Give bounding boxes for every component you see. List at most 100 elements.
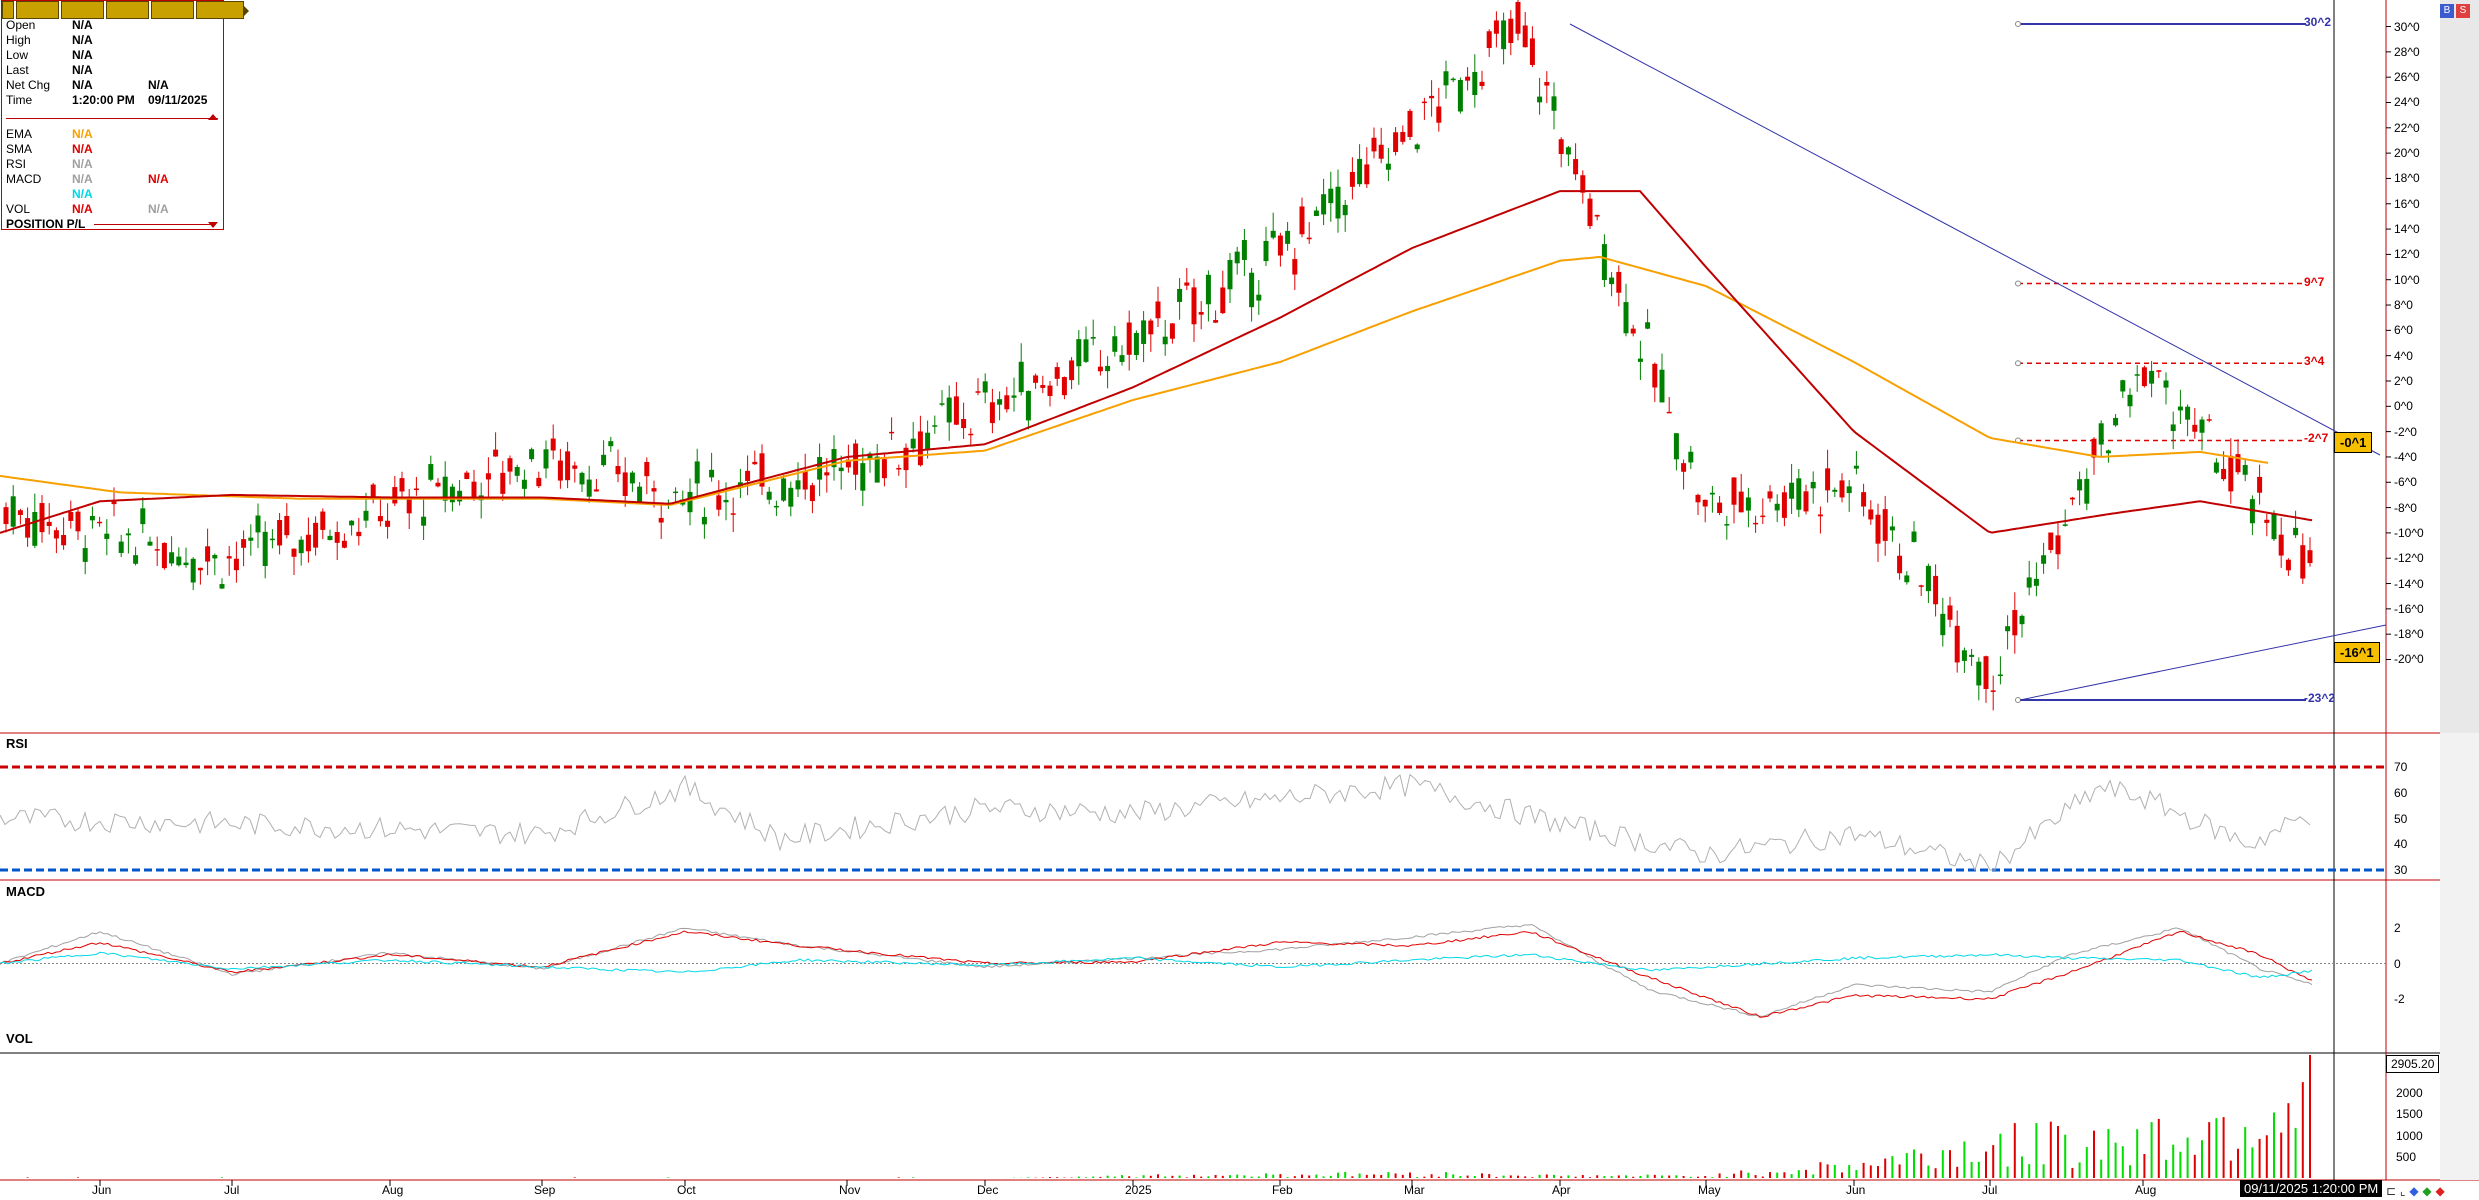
volume-bar — [1891, 1156, 1894, 1178]
candle-body — [608, 441, 614, 447]
volume-bar — [1725, 1176, 1728, 1178]
candle-body — [860, 463, 866, 491]
candle-body — [1076, 339, 1082, 367]
volume-bar — [1409, 1172, 1411, 1178]
candle-body — [385, 520, 391, 527]
toolbar-tab[interactable] — [106, 1, 149, 19]
volume-bar — [1488, 1174, 1491, 1178]
volume-bar — [1661, 1175, 1663, 1178]
volume-bar — [1502, 1175, 1505, 1178]
candle-body — [1227, 259, 1233, 290]
candle-body — [133, 555, 139, 564]
candle-body — [845, 459, 851, 468]
bottom-toolbar[interactable]: ⊏ ⌞ ◆ ◆ ◆ — [2386, 1184, 2445, 1198]
quote-row-label: Low — [6, 48, 29, 62]
candle-body — [2206, 419, 2212, 421]
candle-body — [1313, 210, 1319, 216]
quote-row-label: High — [6, 33, 31, 47]
candle-body — [2105, 450, 2111, 454]
candle-body — [968, 433, 974, 436]
candle-body — [896, 468, 902, 470]
candle-body — [1105, 365, 1111, 372]
diamond-green-icon[interactable]: ◆ — [2422, 1184, 2432, 1198]
candle-body — [205, 546, 211, 562]
volume-bar — [1913, 1149, 1915, 1178]
candle-body — [68, 512, 74, 521]
candle-body — [1378, 144, 1384, 159]
vol-tick-label: 1000 — [2396, 1128, 2423, 1143]
candle-body — [2293, 527, 2299, 536]
volume-bar — [1473, 1175, 1476, 1178]
toolbar-tabs[interactable] — [2, 1, 249, 21]
price-tick-label: 10^0 — [2394, 272, 2420, 287]
volume-bar — [1293, 1176, 1296, 1178]
candle-body — [1846, 486, 1852, 494]
collapse-down-icon[interactable] — [208, 222, 218, 228]
candle-body — [651, 488, 657, 492]
volume-bar — [1243, 1175, 1246, 1178]
candle-body — [1767, 491, 1773, 499]
candle-body — [723, 499, 729, 503]
candle-body — [1328, 188, 1334, 204]
candle-body — [637, 486, 643, 503]
candle-body — [1940, 613, 1946, 636]
candle-body — [1731, 477, 1737, 505]
price-tick-label: 18^0 — [2394, 171, 2420, 186]
volume-bar — [1049, 1177, 1051, 1178]
volume-bar — [1545, 1174, 1548, 1178]
price-tick-label: -2^0 — [2394, 424, 2417, 439]
candle-body — [1501, 20, 1507, 50]
rsi-tick-label: 40 — [2394, 837, 2408, 852]
zoom-icon[interactable]: ⊏ — [2386, 1184, 2397, 1198]
macd-tick-label: -2 — [2394, 991, 2405, 1006]
indicator-label: RSI — [6, 157, 27, 171]
candle-body — [1544, 81, 1550, 86]
quote-row-value: N/A — [72, 33, 93, 47]
volume-bar — [1985, 1151, 1987, 1178]
candle-body — [766, 491, 772, 500]
indicator-value: N/A — [72, 127, 93, 141]
crosshair-date-tag: 09/11/2025 1:20:00 PM — [2240, 1180, 2383, 1197]
candle-body — [1616, 271, 1622, 293]
volume-bar — [1329, 1175, 1332, 1178]
side-strip — [2440, 0, 2479, 733]
volume-bar — [1517, 1175, 1519, 1178]
candle-body — [788, 487, 794, 507]
sell-button[interactable]: S — [2456, 4, 2470, 18]
candle-body — [2005, 626, 2011, 632]
buy-button[interactable]: B — [2440, 4, 2454, 18]
candle-body — [2041, 555, 2047, 564]
volume-bar — [2172, 1144, 2175, 1178]
candle-body — [2221, 468, 2227, 480]
candle-body — [241, 539, 247, 548]
diamond-blue-icon[interactable]: ◆ — [2409, 1184, 2419, 1198]
volume-bar — [221, 1177, 223, 1178]
candle-body — [392, 487, 398, 504]
volume-bar — [1236, 1174, 1239, 1178]
toolbar-tab[interactable] — [151, 1, 194, 19]
collapse-up-icon[interactable] — [208, 114, 218, 120]
candle-body — [25, 518, 31, 538]
month-label: Sep — [534, 1183, 556, 1197]
candle-body — [881, 459, 887, 479]
diamond-red-icon[interactable]: ◆ — [2435, 1184, 2445, 1198]
toolbar-tab[interactable] — [16, 1, 59, 19]
indicator-label: SMA — [6, 142, 33, 156]
volume-bar — [1164, 1176, 1167, 1178]
candle-body — [1083, 339, 1089, 362]
candle-body — [831, 449, 837, 468]
toolbar-tab[interactable] — [61, 1, 104, 19]
indicator-value2: N/A — [148, 172, 169, 186]
cursor-icon[interactable]: ⌞ — [2399, 1184, 2406, 1198]
candle-body — [802, 471, 808, 490]
volume-bar — [1250, 1176, 1253, 1178]
candle-body — [1853, 465, 1859, 469]
candle-body — [1659, 369, 1665, 403]
quote-row-value: N/A — [72, 63, 93, 77]
rsi-tick-label: 30 — [2394, 863, 2408, 877]
volume-bar — [1459, 1176, 1462, 1178]
candle-body — [2192, 424, 2198, 432]
toolbar-tab[interactable] — [2, 1, 14, 19]
toolbar-tab[interactable] — [196, 1, 249, 19]
